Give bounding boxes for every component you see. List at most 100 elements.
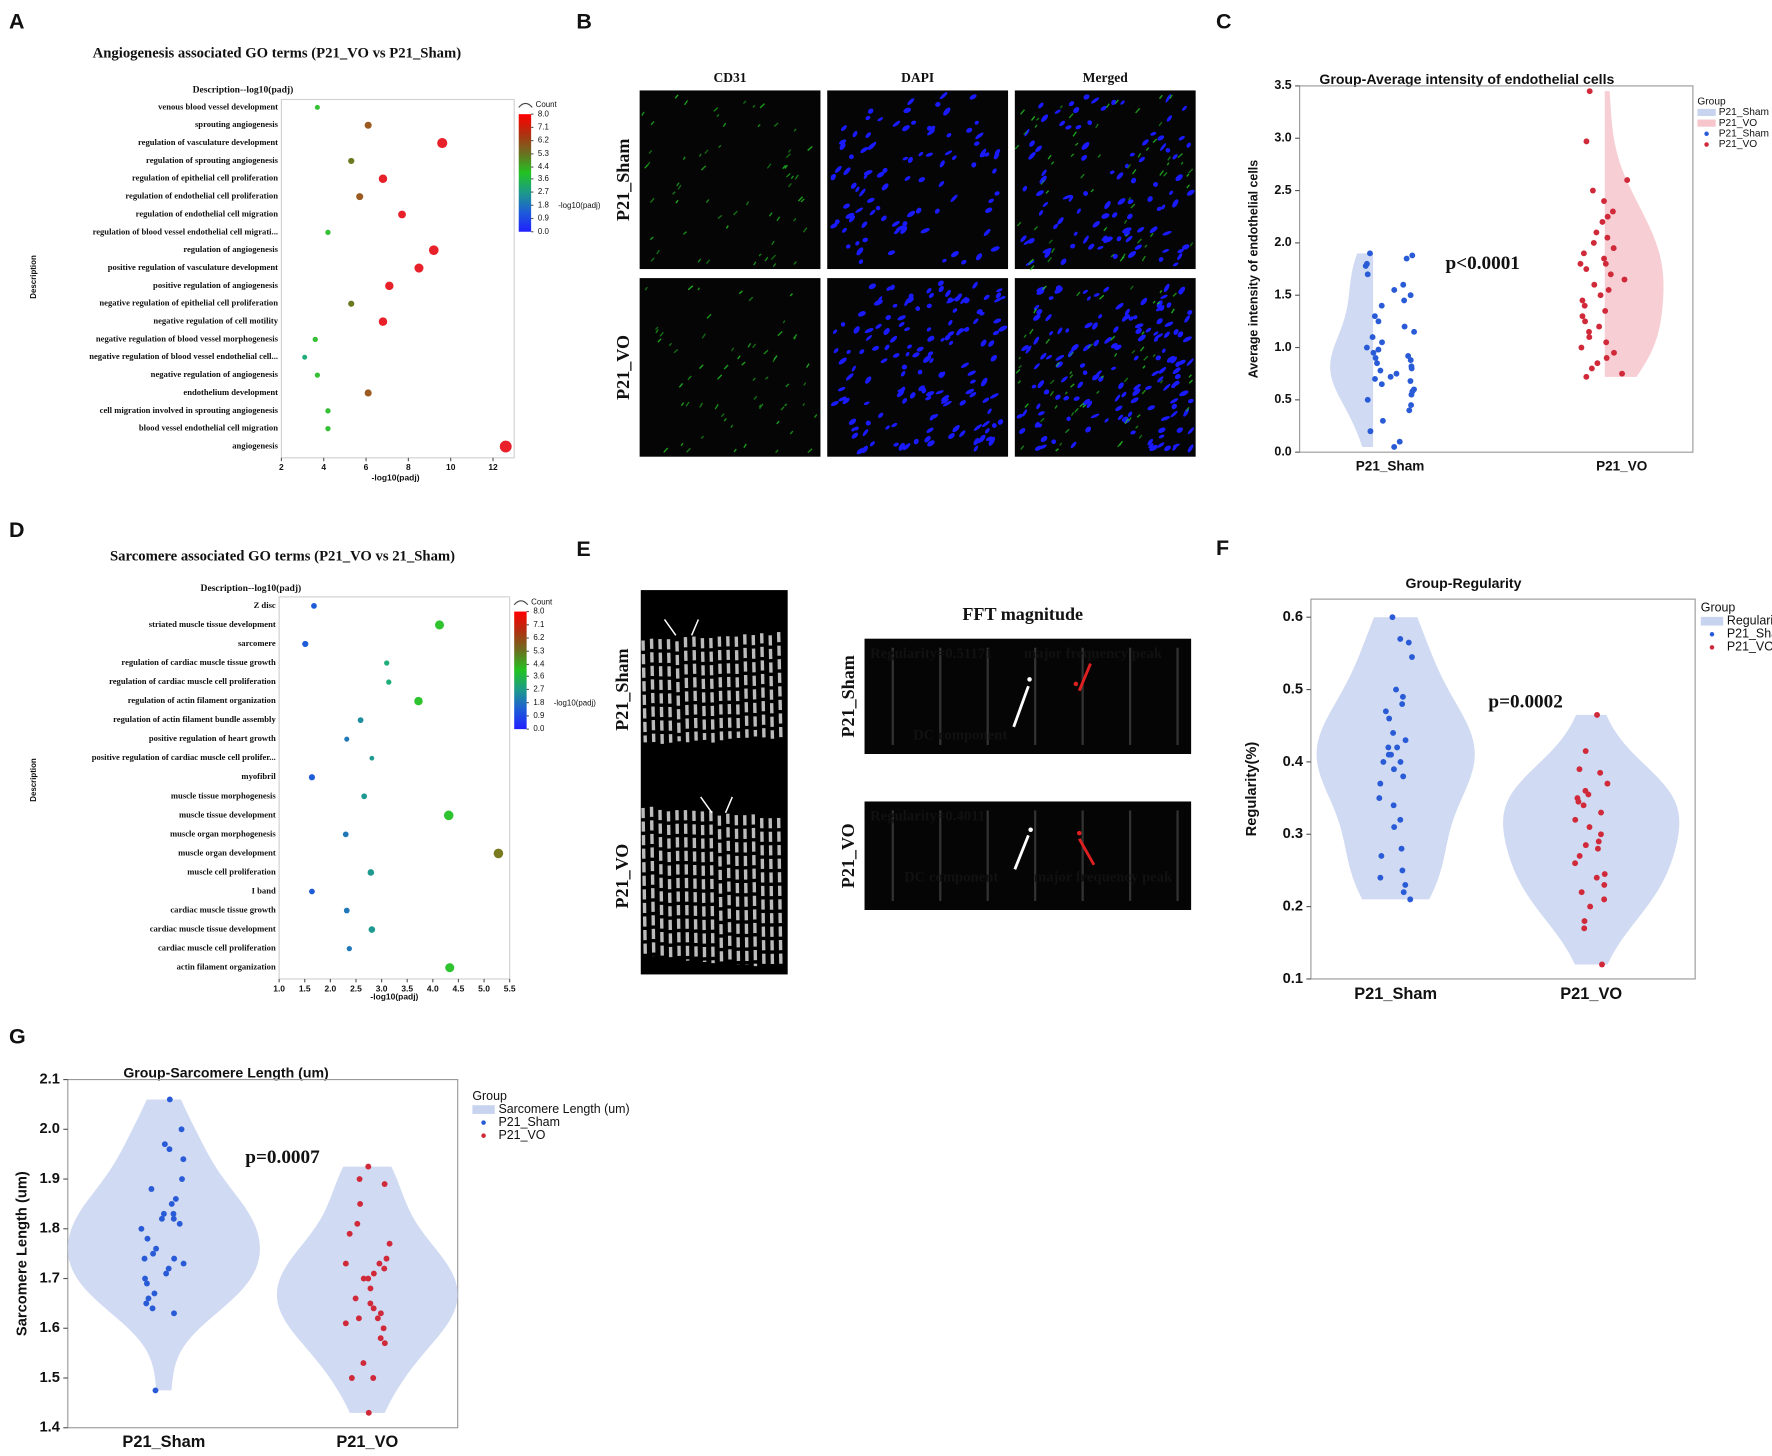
nucleus [903,443,911,451]
nucleus [913,438,919,445]
nucleus [1137,334,1146,342]
nucleus [1059,120,1066,127]
nucleus [1124,314,1130,320]
count-label: Count [536,100,558,109]
data-point [1624,177,1631,184]
nucleus [1053,223,1059,230]
sarcomere-stripe [726,636,732,739]
nucleus [853,326,860,334]
cd31-signal [1074,407,1079,413]
nucleus [1135,328,1142,334]
nucleus [965,388,975,395]
cd31-signal [802,227,808,233]
x-tick-label: 4.5 [453,983,465,993]
nucleus [1101,235,1107,242]
y-tick-label: 0.1 [1283,971,1303,987]
nucleus [1042,248,1052,254]
data-point [1397,758,1404,765]
nucleus [1095,370,1102,376]
category-label: positive regulation of cardiac muscle ce… [92,752,276,762]
nucleus [926,125,932,131]
data-point [1378,853,1385,859]
data-point [376,1260,383,1267]
cd31-signal [705,199,710,204]
dot [499,440,512,453]
nucleus [843,167,851,176]
nucleus [940,337,945,342]
nucleus [1172,381,1180,387]
cd31-signal [1029,265,1035,271]
cd31-signal [1042,285,1047,291]
sarcomere-stripe [717,636,724,741]
nucleus [1121,391,1127,398]
cd31-signal [1189,242,1194,247]
nucleus [838,396,847,402]
nucleus [934,208,940,214]
x-axis-label: -log10(padj) [372,472,420,482]
nucleus [978,434,986,443]
dot [342,831,349,838]
data-point [1382,708,1389,715]
nucleus [855,241,860,246]
x-tick-label: 5.5 [504,983,516,993]
fft-image [864,638,1192,754]
cd31-signal [713,107,719,112]
data-point [1602,260,1609,267]
nucleus [1145,327,1152,333]
arrow [663,619,677,636]
data-point [386,1240,393,1247]
dot [364,389,372,397]
nucleus [887,250,896,256]
nucleus [912,352,920,358]
data-point [1594,845,1601,852]
violin [67,1099,260,1391]
cd31-signal [682,231,687,235]
cd31-signal [771,240,775,246]
nucleus [1082,398,1091,406]
cd31-signal [677,184,682,190]
data-point [1364,396,1371,403]
nucleus [929,335,935,341]
cd31-signal [716,114,720,118]
data-point [1391,824,1398,830]
micrograph [639,90,821,270]
cd31-signal [1187,168,1194,174]
nucleus [911,120,917,125]
sarcomere-stripe [649,638,656,743]
data-point [1580,250,1587,257]
sarcomere-stripe [649,806,656,957]
cd31-signal [1045,338,1051,344]
x-tick-label: 6 [364,462,369,472]
cd31-signal [1172,292,1177,297]
nucleus [1076,208,1081,214]
nucleus [1164,321,1174,327]
nucleus [1019,428,1026,434]
category-label: negative regulation of cell motility [153,316,278,326]
cd31-signal [1079,402,1085,408]
cd31-signal [742,100,747,104]
dot [386,679,392,685]
cd31-signal [1137,152,1142,158]
nucleus [959,430,966,438]
nucleus [1176,427,1183,433]
data-point [1604,780,1611,787]
data-point [360,1275,367,1282]
data-point [1389,614,1396,621]
data-point [1369,334,1376,341]
dot [309,888,315,895]
nucleus [1044,249,1051,258]
data-point [1408,402,1415,409]
legend-marker [1704,131,1709,137]
nucleus [1025,345,1032,354]
category-label: negative regulation of epithelial cell p… [99,298,278,308]
nucleus [1090,413,1100,419]
cd31-signal [776,420,780,425]
nucleus [949,340,954,346]
data-point [1400,889,1407,896]
nucleus [948,320,953,326]
data-point [153,1245,160,1252]
nucleus [868,283,877,290]
nucleus [1097,245,1104,250]
nucleus [845,244,851,249]
